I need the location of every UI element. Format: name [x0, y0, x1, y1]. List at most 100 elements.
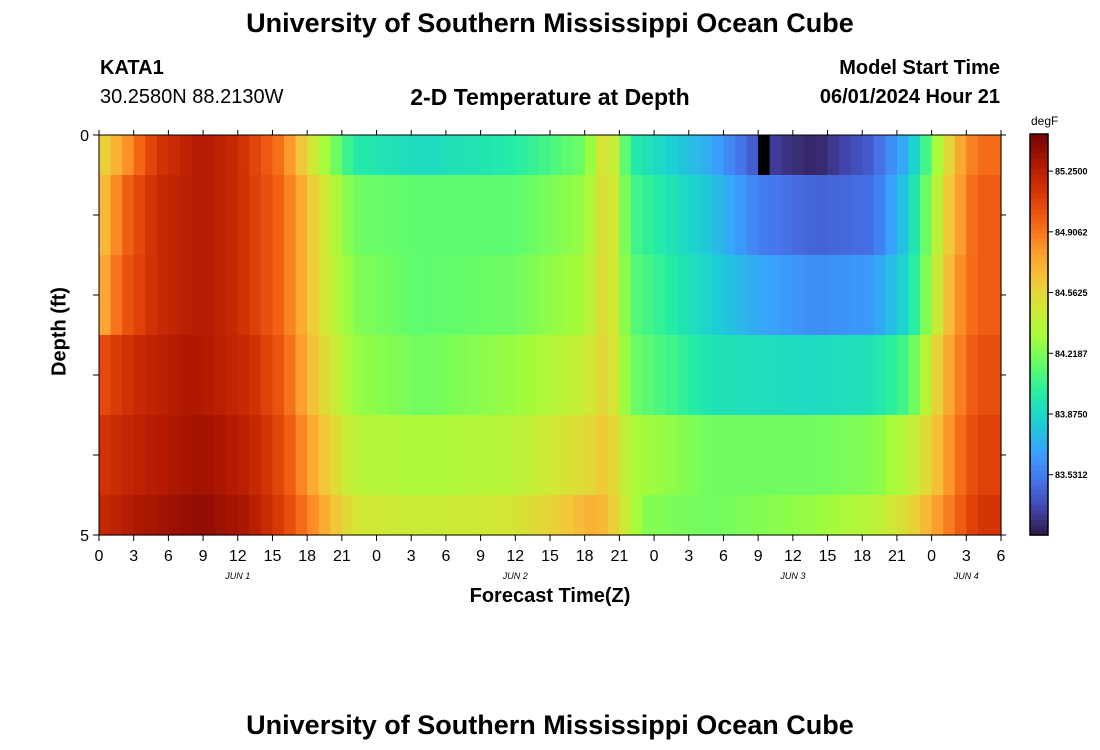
heatmap-cell — [908, 415, 921, 496]
heatmap-cell — [989, 255, 1002, 336]
x-tick-label: 0 — [95, 548, 104, 565]
heatmap-cell — [654, 335, 667, 416]
heatmap-cell — [110, 415, 123, 496]
heatmap-cell — [665, 495, 678, 536]
heatmap-cell — [873, 495, 886, 536]
heatmap-cell — [931, 255, 944, 336]
colorbar-tick-label: 85.2500 — [1055, 167, 1088, 177]
heatmap-cell — [839, 255, 852, 336]
heatmap-cell — [330, 335, 343, 416]
heatmap-cell — [226, 335, 239, 416]
heatmap-cell — [538, 415, 551, 496]
heatmap-cell — [214, 255, 227, 336]
heatmap-cell — [515, 175, 528, 256]
heatmap-cell — [469, 335, 482, 416]
heatmap-cell — [295, 255, 308, 336]
heatmap-cell — [642, 415, 655, 496]
heatmap-cell — [735, 135, 748, 176]
heatmap-cell — [434, 415, 447, 496]
heatmap-cell — [226, 175, 239, 256]
colorbar-swatch — [1030, 174, 1048, 180]
heatmap-cell — [550, 175, 563, 256]
heatmap-cell — [873, 415, 886, 496]
heatmap-cell — [792, 335, 806, 416]
heatmap-cell — [295, 415, 308, 496]
heatmap-cell — [815, 415, 829, 496]
heatmap-cell — [307, 415, 320, 496]
heatmap-cell — [619, 335, 632, 416]
heatmap-cell — [769, 255, 782, 336]
heatmap-cell — [480, 495, 493, 536]
heatmap-cell — [538, 135, 551, 176]
heatmap-cell — [630, 415, 644, 496]
colorbar-swatch — [1030, 284, 1048, 290]
heatmap-cell — [411, 415, 424, 496]
heatmap-cell — [931, 335, 944, 416]
heatmap-cell — [573, 415, 586, 496]
heatmap-cell — [492, 335, 505, 416]
colorbar-swatch — [1030, 244, 1048, 250]
heatmap-cell — [422, 135, 435, 176]
heatmap-cell — [179, 175, 193, 256]
heatmap-cell — [711, 175, 725, 256]
heatmap-cell — [850, 335, 863, 416]
heatmap-cell — [168, 495, 181, 536]
heatmap-cell — [260, 135, 274, 176]
heatmap-cell — [827, 255, 840, 336]
station-coordinates: 30.2580N 88.2130W — [100, 86, 284, 108]
heatmap-cell — [573, 135, 586, 176]
heatmap-cell — [769, 495, 782, 536]
heatmap-cell — [133, 175, 146, 256]
heatmap-cell — [920, 175, 933, 256]
heatmap-cell — [642, 175, 655, 256]
model-start-value: 06/01/2024 Hour 21 — [819, 86, 1000, 108]
heatmap-cell — [226, 135, 239, 176]
heatmap-cell — [630, 335, 644, 416]
heatmap-cell — [688, 175, 701, 256]
heatmap-cell — [584, 175, 597, 256]
heatmap-cell — [885, 135, 898, 176]
heatmap-cell — [654, 495, 667, 536]
heatmap-cell — [133, 135, 146, 176]
x-tick-label: 12 — [506, 548, 524, 565]
heatmap-cell — [550, 255, 563, 336]
heatmap-cell — [284, 335, 297, 416]
heatmap-cell — [573, 495, 586, 536]
colorbar-swatch — [1030, 524, 1048, 531]
heatmap-cell — [550, 415, 563, 496]
heatmap-cell — [353, 175, 366, 256]
colorbar-swatch — [1030, 214, 1048, 220]
heatmap-cell — [434, 255, 447, 336]
heatmap-cell — [203, 135, 216, 176]
heatmap-cell — [295, 135, 308, 176]
heatmap-cell — [850, 415, 863, 496]
heatmap-cell — [399, 255, 412, 336]
colorbar-swatch — [1030, 404, 1048, 411]
missing-data-cell — [758, 135, 770, 175]
heatmap-cell — [376, 335, 389, 416]
heatmap-cell — [654, 255, 667, 336]
heatmap-cell — [284, 175, 297, 256]
colorbar-swatch — [1030, 459, 1048, 466]
heatmap-cell — [862, 135, 875, 176]
colorbar-swatch — [1030, 149, 1048, 155]
heatmap-cell — [804, 175, 817, 256]
heatmap-cell — [885, 415, 898, 496]
heatmap-cell — [145, 135, 158, 176]
heatmap-cell — [561, 335, 574, 416]
x-tick-label: 21 — [888, 548, 906, 565]
heatmap-cell — [156, 495, 169, 536]
heatmap-cells — [99, 135, 1002, 536]
heatmap-cell — [156, 175, 169, 256]
heatmap-cell — [596, 495, 609, 536]
heatmap-cell — [735, 255, 748, 336]
heatmap-cell — [677, 255, 690, 336]
heatmap-cell — [492, 495, 505, 536]
heatmap-cell — [226, 255, 239, 336]
heatmap-cell — [977, 255, 991, 336]
heatmap-cell — [688, 415, 701, 496]
colorbar-swatch — [1030, 354, 1048, 361]
heatmap-cell — [931, 495, 944, 536]
heatmap-cell — [596, 135, 609, 176]
heatmap-cell — [203, 335, 216, 416]
